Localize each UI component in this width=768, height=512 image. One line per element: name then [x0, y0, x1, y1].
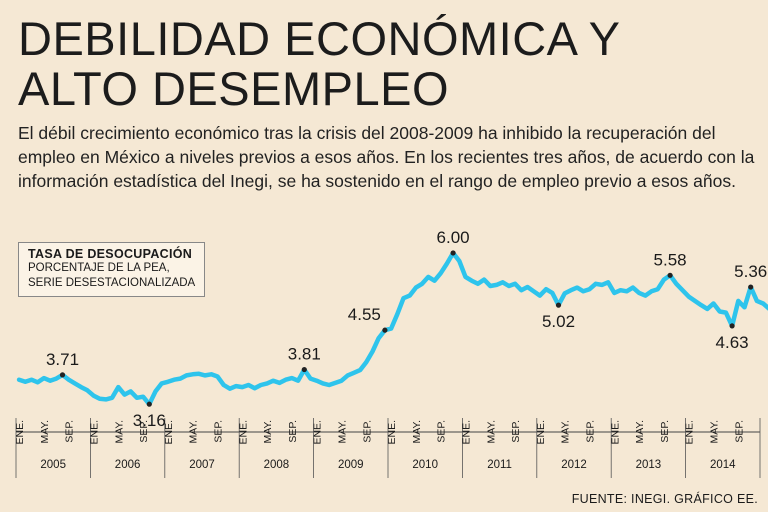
series-line: [16, 250, 768, 407]
data-point-marker: [301, 366, 307, 373]
month-tick-label: ENE.: [14, 420, 26, 445]
data-point-marker: [450, 250, 456, 256]
month-tick-label: MAY.: [262, 420, 274, 444]
chart-description: El débil crecimiento económico tras la c…: [18, 123, 755, 191]
year-label: 2012: [561, 459, 587, 471]
legend-box: TASA DE DESOCUPACIÓN PORCENTAJE DE LA PE…: [18, 242, 206, 297]
year-label: 2005: [40, 459, 66, 471]
data-label: 6.00: [437, 228, 470, 247]
month-tick-label: MAY.: [113, 420, 125, 444]
month-tick-label: SEP.: [733, 420, 745, 443]
year-label: 2008: [264, 459, 290, 471]
source-note: FUENTE: INEGI. GRÁFICO EE.: [571, 492, 758, 506]
data-label: 4.63: [716, 333, 749, 352]
chart-title: DEBILIDAD ECONÓMICA Y ALTO DESEMPLEO: [18, 14, 758, 114]
month-tick-label: ENE.: [461, 420, 473, 445]
data-point-marker: [555, 302, 562, 308]
data-label: 4.55: [348, 305, 381, 324]
month-tick-label: SEP.: [64, 420, 76, 443]
month-tick-label: ENE.: [237, 420, 249, 445]
year-label: 2010: [412, 459, 438, 471]
legend-line-1: PORCENTAJE DE LA PEA,: [28, 262, 170, 274]
month-tick-label: ENE.: [163, 420, 175, 445]
year-label: 2007: [189, 459, 215, 471]
data-point-marker: [748, 284, 754, 290]
data-label: 3.71: [46, 350, 79, 369]
data-label: 5.02: [542, 312, 575, 331]
month-tick-label: ENE.: [535, 420, 547, 445]
month-tick-label: ENE.: [386, 420, 398, 445]
month-tick-label: ENE.: [684, 420, 696, 445]
month-tick-label: SEP.: [510, 420, 522, 443]
legend-line-2: SERIE DESESTACIONALIZADA: [28, 277, 196, 289]
month-tick-label: SEP.: [585, 420, 597, 443]
month-tick-label: SEP.: [361, 420, 373, 443]
data-label: 3.16: [133, 411, 166, 430]
month-tick-label: MAY.: [634, 420, 646, 444]
month-tick-label: ENE.: [609, 420, 621, 445]
month-tick-label: ENE.: [312, 420, 324, 445]
x-axis: 2005 ENE. MAY. SEP. 2006 ENE. MAY. SEP. 2007 ENE.…: [14, 418, 761, 478]
data-point-marker: [59, 372, 66, 378]
data-point-marker: [729, 323, 735, 329]
year-label: 2014: [710, 459, 736, 471]
data-label: 3.81: [288, 345, 321, 364]
month-tick-label: SEP.: [138, 420, 150, 443]
month-tick-label: MAY.: [39, 420, 51, 444]
month-tick-label: MAY.: [560, 420, 572, 444]
month-tick-label: SEP.: [287, 420, 299, 443]
month-tick-label: MAY.: [411, 420, 423, 444]
year-label: 2006: [115, 459, 141, 471]
month-tick-label: SEP.: [213, 420, 225, 443]
year-label: 2009: [338, 459, 364, 471]
month-tick-label: MAY.: [337, 420, 349, 444]
data-point-marker: [667, 272, 673, 278]
title-line-1: DEBILIDAD ECONÓMICA Y: [18, 12, 621, 65]
year-label: 2013: [636, 459, 662, 471]
title-line-2: ALTO DESEMPLEO: [18, 62, 450, 115]
plot-area: 3.713.163.814.556.005.025.584.635.364.58…: [16, 228, 768, 430]
legend-title: TASA DE DESOCUPACIÓN: [28, 247, 193, 261]
data-label: 5.36: [734, 262, 767, 281]
month-tick-label: SEP.: [659, 420, 671, 443]
month-tick-label: ENE.: [89, 420, 101, 445]
data-label: 5.58: [654, 250, 687, 269]
month-tick-label: MAY.: [709, 420, 721, 444]
month-tick-label: SEP.: [436, 420, 448, 443]
data-point-marker: [382, 327, 388, 333]
year-label: 2011: [487, 459, 512, 471]
data-point-marker: [146, 401, 152, 407]
month-tick-label: MAY.: [485, 420, 497, 444]
month-tick-label: MAY.: [188, 420, 200, 444]
